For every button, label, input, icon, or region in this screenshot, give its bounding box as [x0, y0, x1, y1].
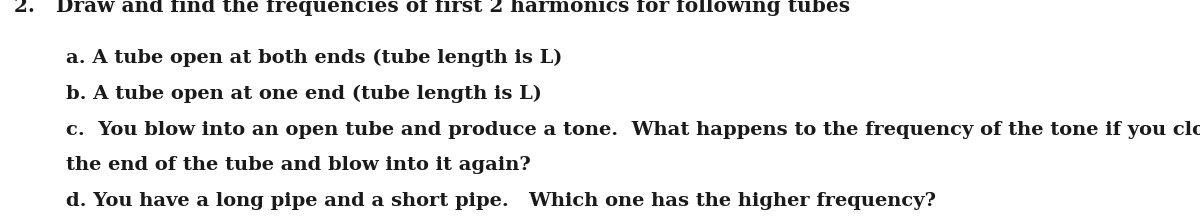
Text: b. A tube open at one end (tube length is L): b. A tube open at one end (tube length i… [66, 85, 542, 103]
Text: the end of the tube and blow into it again?: the end of the tube and blow into it aga… [66, 156, 530, 174]
Text: 2.   Draw and find the frequencies of first 2 harmonics for following tubes: 2. Draw and find the frequencies of firs… [14, 0, 851, 16]
Text: d. You have a long pipe and a short pipe.   Which one has the higher frequency?: d. You have a long pipe and a short pipe… [66, 192, 936, 210]
Text: a. A tube open at both ends (tube length is L): a. A tube open at both ends (tube length… [66, 48, 563, 67]
Text: c.  You blow into an open tube and produce a tone.  What happens to the frequenc: c. You blow into an open tube and produc… [66, 121, 1200, 139]
